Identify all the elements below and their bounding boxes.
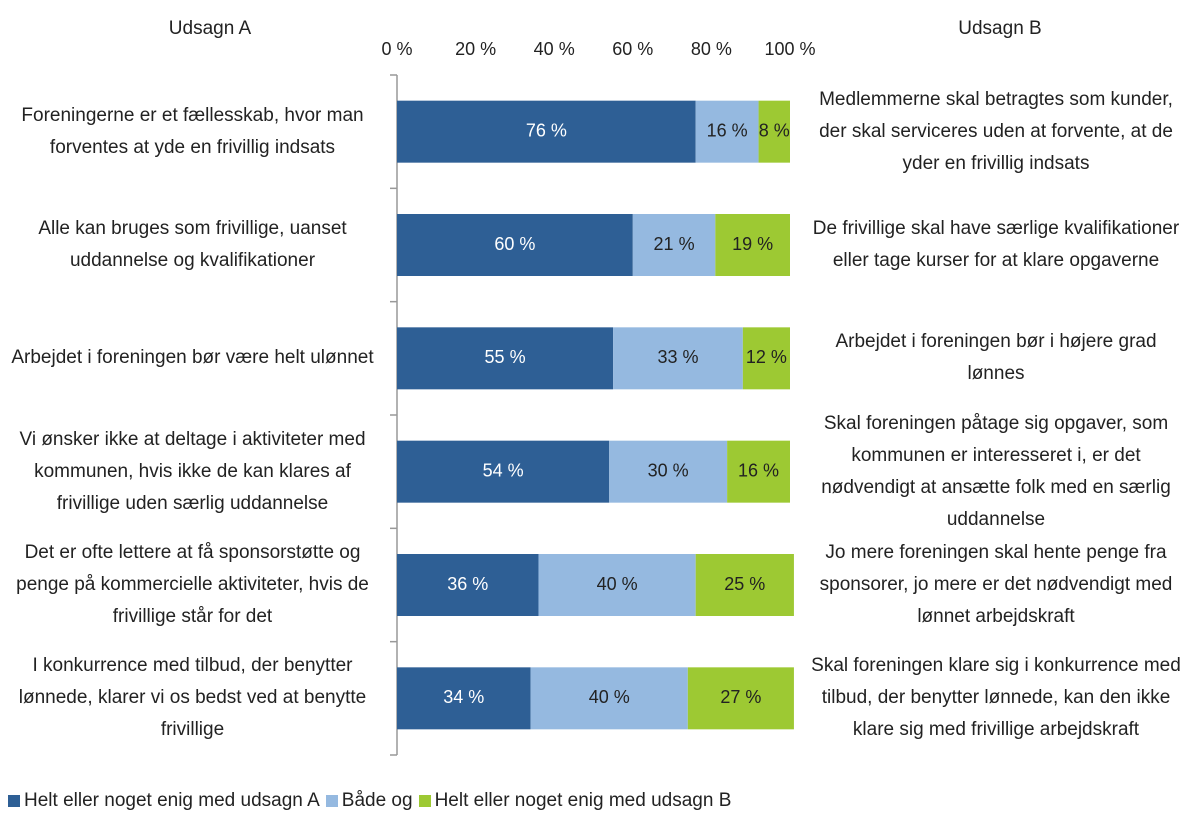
legend-swatch <box>418 795 431 807</box>
bar-segment <box>695 554 794 616</box>
value-label: 40 % <box>597 574 638 594</box>
value-label: 76 % <box>526 120 567 140</box>
value-label: 16 % <box>738 460 779 480</box>
bar-segment <box>632 214 716 276</box>
statement-a: Foreningerne er et fællesskab, hvor man … <box>21 104 364 158</box>
bar-segment <box>397 214 633 276</box>
bar-segment <box>397 440 610 503</box>
bar-segment <box>538 554 696 616</box>
bar-segment <box>715 214 790 276</box>
x-tick-label: 0 % <box>381 39 412 59</box>
statement-a: I konkurrence med tilbud, der benytter l… <box>18 655 367 741</box>
statement-b: Arbejdet i foreningen bør i højere grad … <box>835 331 1157 385</box>
legend-label: Både og <box>341 790 413 811</box>
statement-b: Skal foreningen påtage sig opgaver, som … <box>821 412 1171 530</box>
statement-a: Vi ønsker ikke at deltage i aktiviteter … <box>19 428 366 514</box>
value-label: 25 % <box>724 574 765 594</box>
x-tick-label: 80 % <box>691 39 732 59</box>
bar-segment <box>742 327 790 390</box>
value-label: 55 % <box>485 347 526 367</box>
bar-segment <box>609 440 728 503</box>
value-label: 60 % <box>494 234 535 254</box>
bar-segment <box>397 667 531 730</box>
value-label: 34 % <box>443 687 484 707</box>
bar-segment <box>397 554 539 616</box>
header-b: Udsagn B <box>958 18 1042 39</box>
value-label: 27 % <box>720 687 761 707</box>
legend-label: Helt eller noget enig med udsagn A <box>24 790 320 811</box>
bar-segment <box>695 100 759 163</box>
value-label: 21 % <box>654 234 695 254</box>
value-label: 16 % <box>707 120 748 140</box>
bar-segment <box>727 440 790 503</box>
legend-swatch <box>8 795 20 807</box>
x-tick-label: 20 % <box>455 39 496 59</box>
statement-b: Skal foreningen klare sig i konkurrence … <box>811 655 1181 741</box>
x-tick-label: 60 % <box>612 39 653 59</box>
statement-a: Alle kan bruges som frivillige, uanset u… <box>38 217 347 271</box>
header-a: Udsagn A <box>168 18 252 39</box>
statement-b: De frivillige skal have særlige kvalifik… <box>812 217 1180 271</box>
statement-b: Jo mere foreningen skal hente penge fra … <box>819 541 1173 627</box>
statement-b: Medlemmerne skal betragtes som kunder, d… <box>819 88 1173 174</box>
value-label: 40 % <box>589 687 630 707</box>
x-tick-label: 40 % <box>534 39 575 59</box>
value-label: 8 % <box>759 120 790 140</box>
value-label: 12 % <box>746 347 787 367</box>
statement-a: Det er ofte lettere at få sponsorstøtte … <box>16 541 369 627</box>
bar-segment <box>687 667 794 730</box>
bar-segment <box>530 667 688 730</box>
value-label: 36 % <box>447 574 488 594</box>
bar-segment <box>397 100 696 163</box>
value-label: 19 % <box>732 234 773 254</box>
legend: Helt eller noget enig med udsagn A Både o… <box>2 790 731 812</box>
bar-segment <box>758 100 790 163</box>
value-label: 30 % <box>648 460 689 480</box>
legend-label: Helt eller noget enig med udsagn B <box>434 790 732 811</box>
bar-segment <box>397 327 614 390</box>
legend-swatch <box>325 795 338 807</box>
value-label: 54 % <box>483 460 524 480</box>
statement-a: Arbejdet i foreningen bør være helt uløn… <box>11 347 374 369</box>
x-tick-label: 100 % <box>764 39 815 59</box>
bar-segment <box>613 327 743 390</box>
value-label: 33 % <box>657 347 698 367</box>
